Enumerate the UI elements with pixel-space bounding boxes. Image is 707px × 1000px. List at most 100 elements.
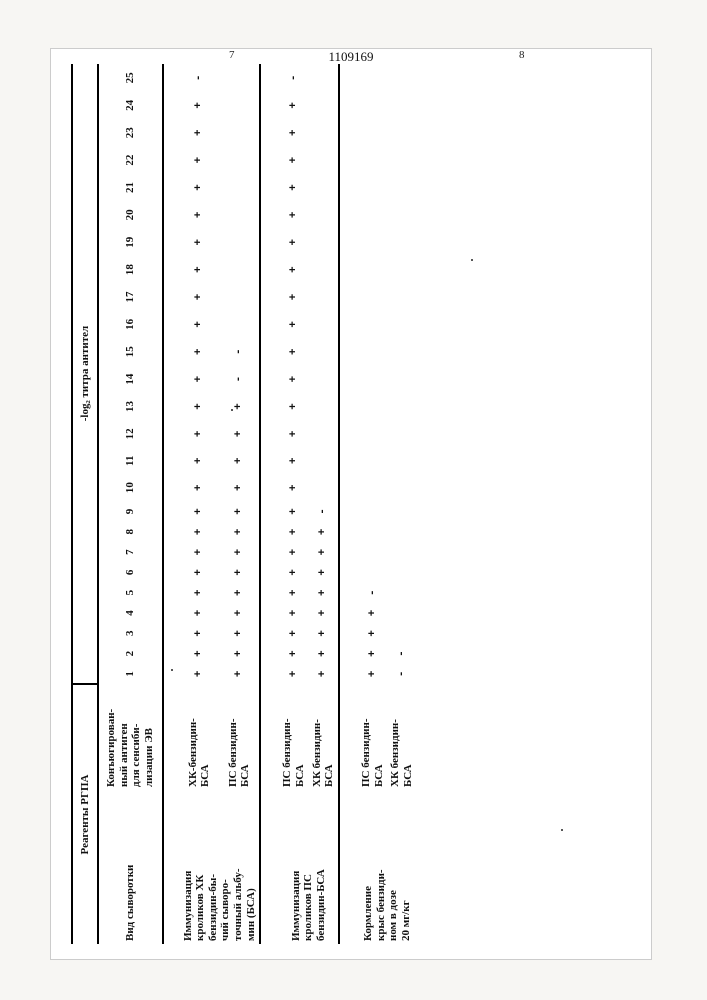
table-rotated-wrap: Реагенты РГПА -log₂ титра антител Вид сы…	[71, 64, 631, 944]
col-num: 3	[98, 623, 163, 643]
cell	[219, 283, 260, 310]
cell: +	[180, 603, 220, 623]
cell	[387, 201, 416, 228]
cell: +	[180, 522, 220, 542]
cell: +	[279, 562, 308, 582]
cell	[387, 474, 416, 501]
cell	[358, 522, 387, 542]
noise-dot	[471, 259, 473, 261]
cell: +	[358, 603, 387, 623]
col-num: 16	[98, 311, 163, 338]
cell	[387, 501, 416, 521]
col-num: 1	[98, 664, 163, 684]
cell: +	[279, 643, 308, 663]
cell: -	[219, 365, 260, 392]
cell	[387, 522, 416, 542]
cell: +	[180, 201, 220, 228]
cell	[387, 146, 416, 173]
cell: +	[309, 623, 339, 643]
cell	[387, 623, 416, 643]
cell: -	[279, 64, 308, 92]
cell: +	[219, 474, 260, 501]
titer-table: Реагенты РГПА -log₂ титра антител Вид сы…	[71, 64, 417, 944]
cell	[387, 583, 416, 603]
cell	[309, 64, 339, 92]
cell: +	[309, 643, 339, 663]
col-num: 18	[98, 256, 163, 283]
col-num: 7	[98, 542, 163, 562]
cell	[219, 146, 260, 173]
col-num: 4	[98, 603, 163, 623]
cell: +	[180, 501, 220, 521]
cell	[387, 393, 416, 420]
cell: +	[279, 338, 308, 365]
cell	[387, 174, 416, 201]
cell: +	[219, 501, 260, 521]
cell: +	[180, 643, 220, 663]
cell: +	[180, 365, 220, 392]
cell	[219, 174, 260, 201]
cell	[358, 562, 387, 582]
cell: +	[180, 119, 220, 146]
cell: +	[279, 501, 308, 521]
cell	[358, 92, 387, 119]
col-num: 23	[98, 119, 163, 146]
col-num: 11	[98, 448, 163, 474]
col-num: 24	[98, 92, 163, 119]
cell: +	[279, 664, 308, 684]
cell	[309, 448, 339, 474]
cell	[358, 420, 387, 447]
cell	[358, 501, 387, 521]
cell: +	[279, 92, 308, 119]
cell: +	[180, 393, 220, 420]
cell	[309, 393, 339, 420]
cell	[309, 256, 339, 283]
cell	[358, 283, 387, 310]
cell	[219, 201, 260, 228]
col-num: 5	[98, 583, 163, 603]
cell: +	[219, 522, 260, 542]
cell	[358, 365, 387, 392]
reagents-title: Реагенты РГПА	[72, 684, 98, 944]
col-num: 15	[98, 338, 163, 365]
cell	[358, 119, 387, 146]
cell	[358, 338, 387, 365]
cell	[309, 201, 339, 228]
table-row: Иммунизация кроликов ПС бензидин-БСА ПС …	[279, 64, 308, 944]
antigen-label: ХК-бензидин- БСА	[180, 684, 220, 790]
cell	[219, 229, 260, 256]
cell	[387, 562, 416, 582]
cell: +	[279, 420, 308, 447]
cell	[309, 420, 339, 447]
cell: +	[180, 542, 220, 562]
cell: +	[219, 603, 260, 623]
cell	[219, 64, 260, 92]
titer-heading: -log₂ титра антител	[72, 64, 98, 684]
cell	[358, 448, 387, 474]
cell: +	[309, 562, 339, 582]
cell: +	[279, 119, 308, 146]
cell: +	[279, 146, 308, 173]
cell: +	[180, 448, 220, 474]
cell: +	[279, 283, 308, 310]
cell: +	[309, 603, 339, 623]
cell	[219, 92, 260, 119]
cell	[309, 311, 339, 338]
cell: +	[309, 583, 339, 603]
cell	[219, 119, 260, 146]
cell	[219, 256, 260, 283]
col-num: 21	[98, 174, 163, 201]
page-number-left: 7	[229, 49, 235, 61]
col-num: 2	[98, 643, 163, 663]
cell	[358, 229, 387, 256]
cell	[387, 338, 416, 365]
cell	[387, 64, 416, 92]
cell: +	[279, 365, 308, 392]
cell	[219, 311, 260, 338]
table-row: Кормление крыс бензиди- ном в дозе 20 мг…	[358, 64, 387, 944]
col-num: 25	[98, 64, 163, 92]
cell	[309, 146, 339, 173]
cell	[309, 283, 339, 310]
cell: +	[219, 562, 260, 582]
cell	[387, 283, 416, 310]
